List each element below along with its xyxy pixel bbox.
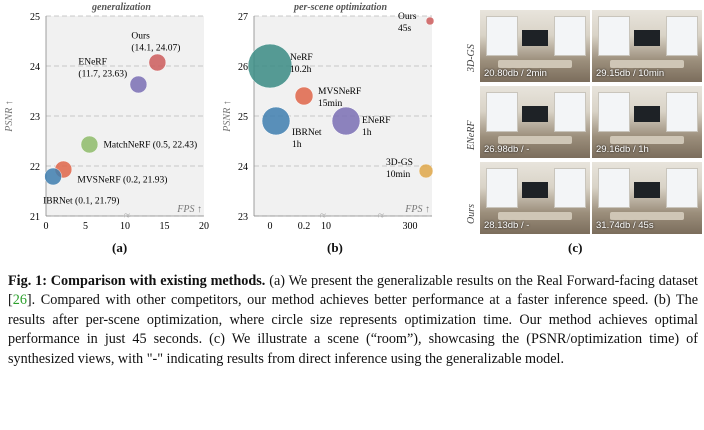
x-tick-label: 0 <box>44 221 49 232</box>
y-tick-label: 23 <box>238 212 248 223</box>
row-label-enerf: ENeRF <box>466 120 477 150</box>
data-point <box>331 106 361 136</box>
data-point <box>44 167 62 186</box>
caption-text-2: ]. Compared with other competitors, our … <box>8 292 698 367</box>
data-label: 10.2h <box>290 65 312 75</box>
axis-break-icon: ≈ <box>124 210 130 222</box>
x-tick-label: 15 <box>160 221 170 232</box>
y-tick-label: 25 <box>30 12 40 23</box>
view-caption: 26.98db / - <box>484 144 530 155</box>
x-tick-label: 5 <box>83 221 88 232</box>
y-tick-label: 24 <box>30 62 40 73</box>
data-label: 10min <box>386 170 411 180</box>
data-point <box>80 135 99 154</box>
view-caption: 28.13db / - <box>484 220 530 231</box>
data-point <box>418 163 434 179</box>
view-caption: 20.80db / 2min <box>484 68 547 79</box>
data-label: 15min <box>318 99 343 109</box>
y-tick-label: 24 <box>238 162 248 173</box>
y-tick-label: 27 <box>238 12 248 23</box>
data-label: (11.7, 23.63) <box>78 69 127 80</box>
x-tick-label: 10 <box>321 221 331 232</box>
y-tick-label: 25 <box>238 112 248 123</box>
data-label: ENeRF <box>362 116 391 126</box>
view-grid: 3D-GS ENeRF Ours 20.80db / 2min 29.15db … <box>466 10 702 244</box>
caption-text-1: (a) We present the generalizable results… <box>8 273 698 309</box>
y-tick-label: 21 <box>30 212 40 223</box>
view-ours-1: 28.13db / - <box>480 162 590 234</box>
chart-b: 23 24 25 26 27 0 0.2 10 300 PSNR ↑ FPS ↑ NeRF 10.2h M… <box>222 12 435 232</box>
data-point <box>148 53 167 72</box>
axis-break-icon: ≈ <box>378 210 384 222</box>
data-point <box>425 16 435 26</box>
view-ours-2: 31.74db / 45s <box>592 162 702 234</box>
view-3dgs-1: 20.80db / 2min <box>480 10 590 82</box>
panel-a-title: generalization <box>92 2 151 13</box>
x-tick-label: 10 <box>120 221 130 232</box>
data-label: NeRF <box>290 53 313 63</box>
data-label: ENeRF <box>78 58 107 68</box>
data-label: 1h <box>292 140 302 150</box>
caption-citation-link[interactable]: 26 <box>12 292 27 309</box>
data-point <box>261 106 291 136</box>
chart-a: 21 22 23 24 25 0 5 10 15 20 PSNR ↑ FPS ↑ Ours(14.1, … <box>4 12 209 232</box>
panel-c-label: (c) <box>568 240 583 255</box>
panel-b-label: (b) <box>327 240 343 255</box>
axis-break-icon: ≈ <box>320 210 326 222</box>
y-axis-label: PSNR ↑ <box>4 100 15 132</box>
data-point <box>294 86 314 106</box>
data-label: MVSNeRF <box>318 87 361 97</box>
x-axis-label: FPS ↑ <box>176 204 202 215</box>
data-label: (14.1, 24.07) <box>131 43 180 54</box>
data-label: Ours <box>131 32 150 42</box>
data-label: 1h <box>362 128 372 138</box>
view-caption: 31.74db / 45s <box>596 220 654 231</box>
view-caption: 29.15db / 10min <box>596 68 665 79</box>
row-label-ours: Ours <box>466 203 477 224</box>
y-axis-label: PSNR ↑ <box>222 100 233 132</box>
x-axis-label: FPS ↑ <box>404 204 430 215</box>
x-tick-label: 300 <box>403 221 418 232</box>
x-tick-label: 20 <box>199 221 209 232</box>
panel-b-title: per-scene optimization <box>294 2 388 13</box>
view-3dgs-2: 29.15db / 10min <box>592 10 702 82</box>
x-tick-label: 0.2 <box>298 221 311 232</box>
y-tick-label: 23 <box>30 112 40 123</box>
view-caption: 29.16db / 1h <box>596 144 649 155</box>
panel-a-label: (a) <box>112 240 128 255</box>
view-enerf-1: 26.98db / - <box>480 86 590 158</box>
figure-caption: Fig. 1: Comparison with existing methods… <box>8 272 698 369</box>
data-label: IBRNet (0.1, 21.79) <box>43 196 119 207</box>
y-tick-label: 22 <box>30 162 40 173</box>
data-point <box>129 75 148 94</box>
data-label: 45s <box>398 24 412 34</box>
data-label: MatchNeRF (0.5, 22.43) <box>103 140 197 151</box>
caption-lead: Fig. 1: Comparison with existing methods… <box>8 273 266 289</box>
y-tick-label: 26 <box>238 62 248 73</box>
data-label: MVSNeRF (0.2, 21.93) <box>77 175 167 186</box>
data-label: 3D-GS <box>386 158 413 168</box>
x-tick-label: 0 <box>268 221 273 232</box>
view-enerf-2: 29.16db / 1h <box>592 86 702 158</box>
data-label: Ours <box>398 12 417 22</box>
row-label-3dgs: 3D-GS <box>466 44 477 72</box>
data-label: IBRNet <box>292 128 322 138</box>
data-point <box>247 43 293 89</box>
